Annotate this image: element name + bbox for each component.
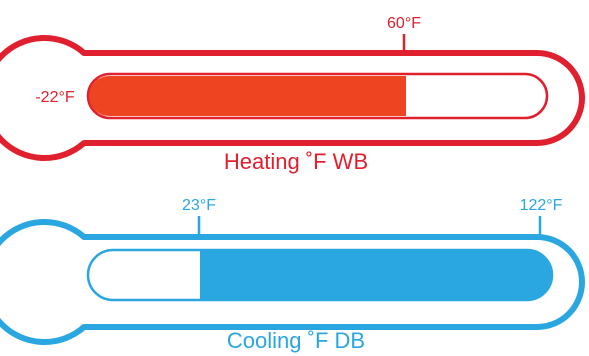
cooling-thermometer-outline [0,219,585,345]
heating-thermometer: 60°F -22°F Heating ˚F WB [0,15,585,174]
heating-level-bar [89,76,406,116]
cooling-title: Cooling ˚F DB [227,328,365,353]
cooling-min-label: 23°F [182,197,216,214]
heating-thermometer-outline [0,35,585,161]
heating-tick-label: 60°F [387,15,421,32]
cooling-level-bar [200,251,551,299]
heating-title: Heating ˚F WB [224,149,368,174]
heating-min-label: -22°F [35,89,75,106]
cooling-thermometer: 23°F 122°F Cooling ˚F DB [0,197,585,353]
cooling-max-label: 122°F [520,197,563,214]
